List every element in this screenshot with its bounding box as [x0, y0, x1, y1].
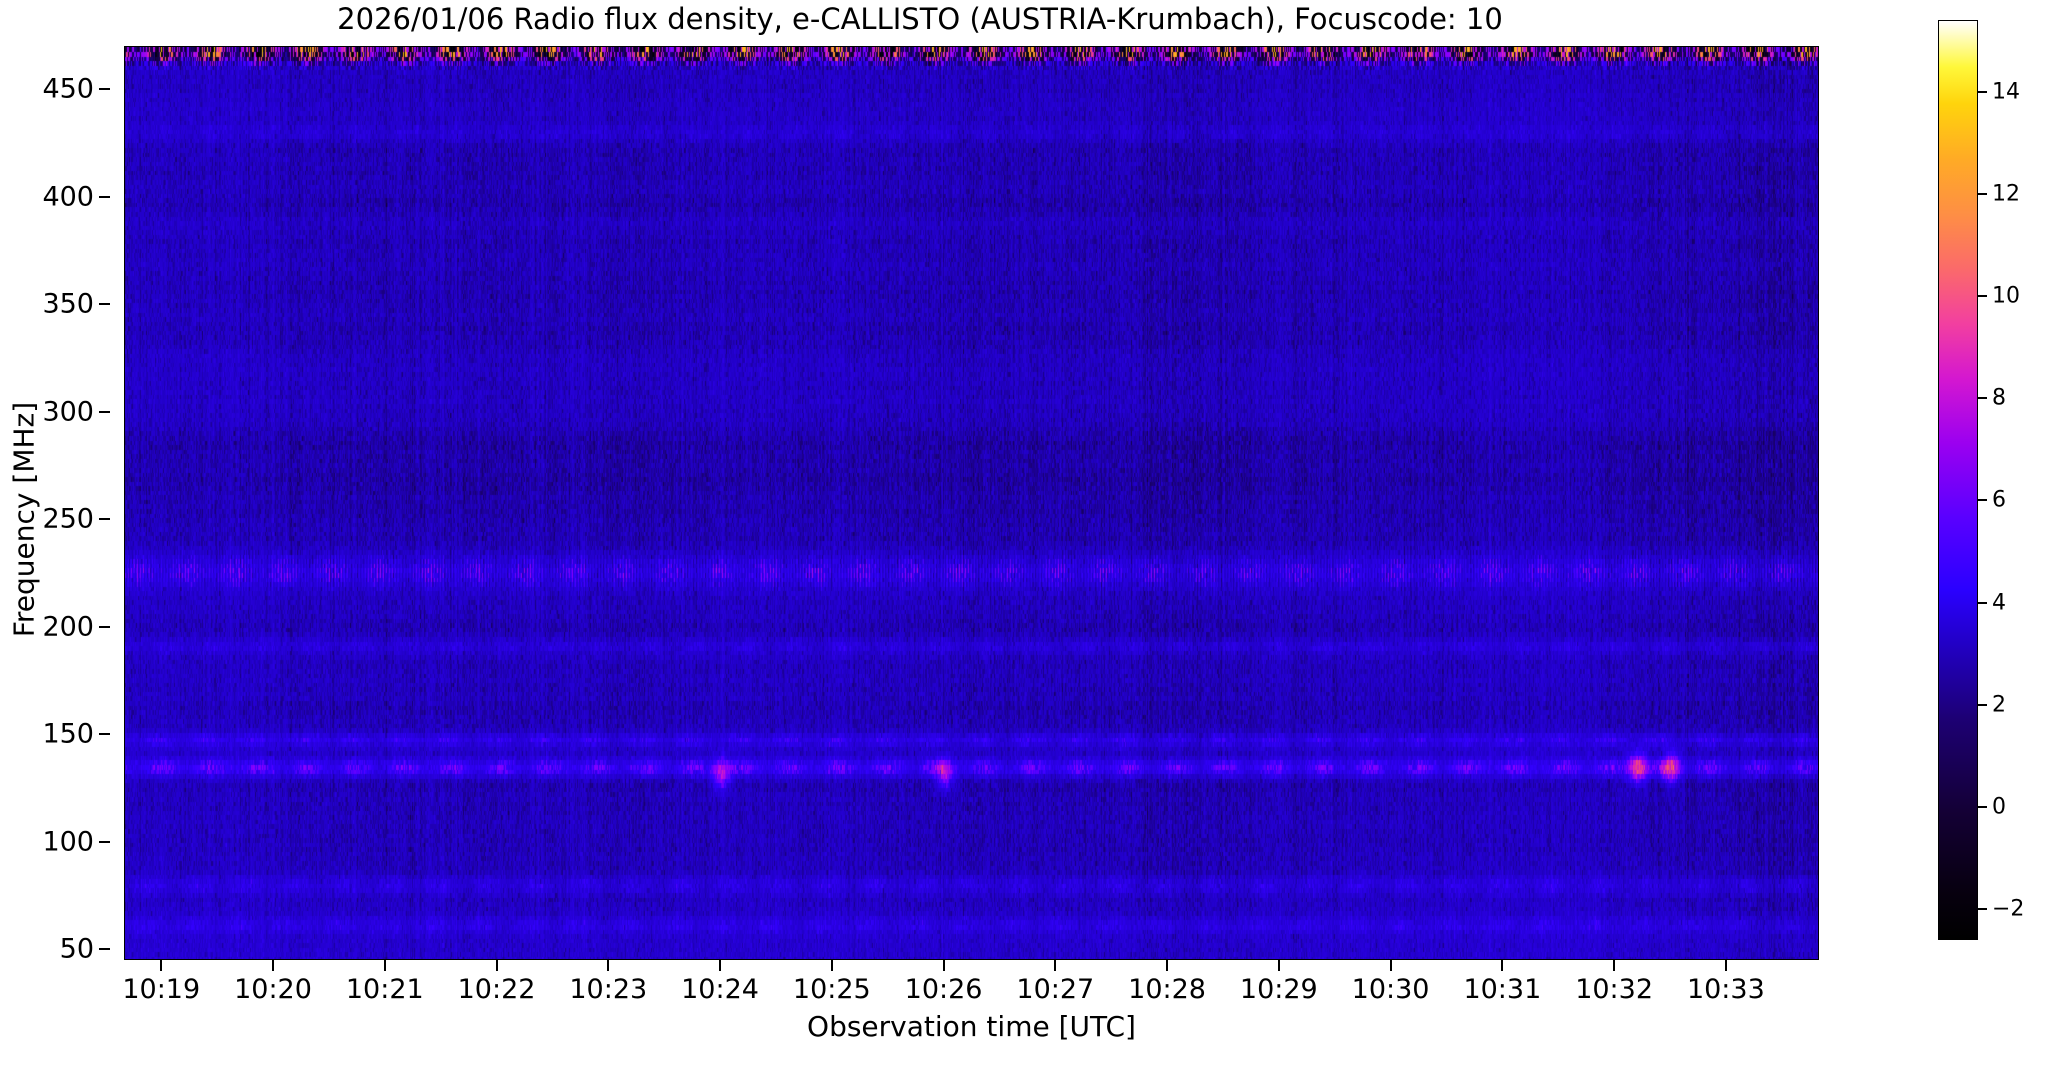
x-tick-label: 10:24 [681, 974, 759, 1005]
x-tick-mark [1501, 960, 1504, 971]
x-tick-label: 10:22 [457, 974, 536, 1005]
x-tick-mark [1054, 960, 1057, 971]
y-axis-label: Frequency [MHz] [7, 401, 41, 638]
colorbar-tick-mark [1978, 908, 1987, 911]
x-tick-mark [830, 960, 833, 971]
colorbar-tick-label: 4 [1992, 590, 2006, 616]
colorbar-tick-label: 0 [1992, 794, 2006, 820]
x-tick-label: 10:31 [1463, 974, 1542, 1005]
colorbar-tick-label: 10 [1992, 283, 2020, 309]
x-tick-mark [942, 960, 945, 971]
y-tick-mark [99, 88, 110, 90]
colorbar-tick-label: 14 [1992, 79, 2020, 105]
x-tick-label: 10:32 [1575, 974, 1654, 1005]
x-axis-label: Observation time [UTC] [807, 1010, 1136, 1043]
colorbar-tick-mark [1978, 397, 1987, 400]
spectrogram-plot-area[interactable] [124, 46, 1819, 960]
y-tick-mark [99, 303, 110, 306]
y-tick-label: 400 [42, 181, 94, 213]
y-tick-mark [99, 840, 110, 843]
y-tick-mark [99, 948, 110, 951]
colorbar-tick-mark [1978, 703, 1987, 706]
colorbar-gradient [1938, 20, 1978, 940]
y-tick-mark [99, 410, 110, 413]
x-tick-mark [1613, 960, 1616, 971]
y-tick-label: 200 [42, 611, 94, 643]
x-tick-label: 10:26 [904, 974, 983, 1005]
x-tick-label: 10:29 [1239, 974, 1318, 1005]
y-axis-ticks: 450 400 350 300 250 200 150 100 50 [0, 46, 110, 965]
x-tick-mark [272, 960, 274, 971]
x-tick-mark [719, 960, 722, 971]
colorbar-tick-mark [1978, 90, 1987, 93]
colorbar-tick-label: 6 [1992, 487, 2006, 513]
x-tick-label: 10:23 [569, 974, 648, 1005]
x-tick-label: 10:28 [1128, 974, 1206, 1005]
x-axis-ticks: 10:19 10:20 10:21 10:22 10:23 10:24 10:25 10:26… [122, 960, 1819, 1006]
x-tick-mark [1724, 960, 1727, 971]
colorbar-tick-label: 12 [1992, 181, 2020, 207]
y-tick-label: 300 [42, 396, 94, 428]
colorbar-tick-mark [1978, 295, 1987, 297]
x-tick-label: 10:25 [792, 974, 871, 1005]
spectrogram-image [125, 47, 1818, 959]
colorbar-ticks: −2 0 2 4 6 8 10 12 14 [1978, 20, 2058, 940]
x-tick-label: 10:21 [345, 974, 424, 1005]
y-tick-label: 250 [42, 503, 94, 535]
x-tick-label: 10:19 [122, 974, 201, 1005]
colorbar-tick-mark [1978, 192, 1987, 195]
x-tick-mark [495, 960, 498, 971]
figure-title: 2026/01/06 Radio flux density, e-CALLIST… [337, 2, 1503, 36]
x-tick-label: 10:20 [234, 974, 312, 1005]
y-tick-label: 350 [42, 288, 94, 320]
y-tick-label: 450 [42, 73, 94, 105]
x-tick-mark [607, 960, 610, 971]
colorbar-tick-label: −2 [1992, 896, 2025, 922]
colorbar-tick-label: 8 [1992, 385, 2006, 411]
x-tick-label: 10:33 [1686, 974, 1765, 1005]
y-tick-mark [99, 195, 110, 198]
colorbar-tick-mark [1978, 499, 1987, 502]
y-tick-mark [99, 518, 110, 521]
colorbar-tick-label: 2 [1992, 692, 2006, 718]
x-tick-mark [1277, 960, 1280, 971]
x-tick-mark [383, 960, 386, 971]
y-tick-label: 100 [42, 826, 94, 858]
colorbar-tick-mark [1978, 806, 1987, 809]
x-tick-mark [1389, 960, 1392, 971]
y-tick-label: 50 [59, 933, 94, 965]
colorbar-tick-mark [1978, 601, 1987, 604]
colorbar[interactable]: −2 0 2 4 6 8 10 12 14 [1938, 20, 2024, 940]
x-tick-mark [160, 960, 163, 971]
x-tick-mark [1166, 960, 1169, 971]
x-tick-label: 10:27 [1016, 974, 1095, 1005]
y-tick-mark [99, 625, 110, 628]
y-tick-mark [99, 733, 110, 736]
x-tick-label: 10:30 [1351, 974, 1430, 1005]
y-tick-label: 150 [42, 718, 94, 750]
